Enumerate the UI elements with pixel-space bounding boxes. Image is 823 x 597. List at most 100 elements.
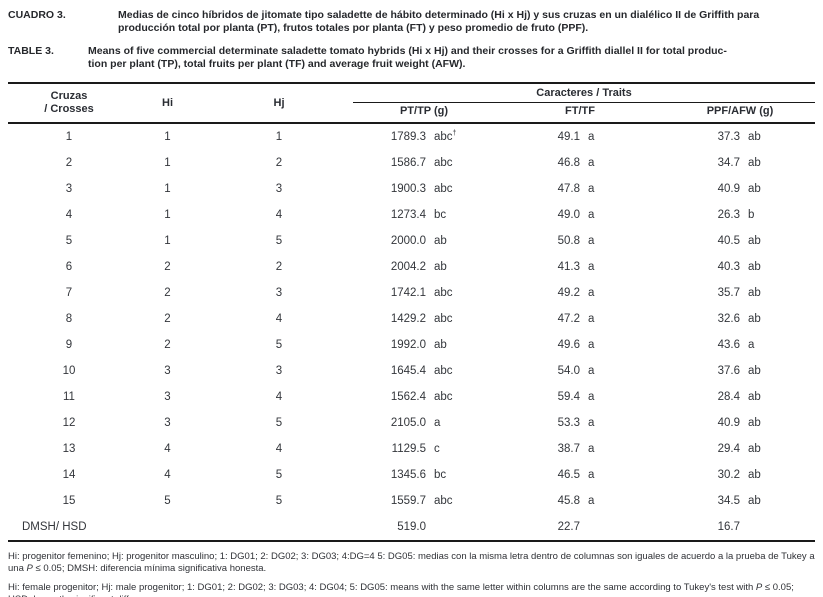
table-body: 1 1 1 1789.3 abc† 49.1 a 37.3 ab 2 1 2 1586… <box>8 123 815 514</box>
header-ppf: PPF/AFW (g) <box>665 102 815 124</box>
pt-cell: 1789.3 abc† <box>390 130 457 143</box>
footnote-english-text2: ≤ 0.05; HSD: honestly significant differ… <box>8 582 794 597</box>
pt-cell: 1345.6 bc <box>390 469 447 481</box>
ft-cell: 49.2 a <box>557 287 595 299</box>
ppf-cell: 40.5 ab <box>717 235 761 247</box>
ft-cell: 53.3 a <box>557 417 595 429</box>
p-symbol: P <box>755 582 763 593</box>
ppf-cell: 37.3 ab <box>717 131 761 143</box>
header-crosses: Cruzas / Crosses <box>8 82 130 124</box>
hi-cell: 1 <box>164 157 171 169</box>
footnote-marker: † <box>452 130 457 138</box>
ft-cell: 49.1 a <box>557 131 595 143</box>
hj-cell: 3 <box>275 365 283 377</box>
cross-cell: 12 <box>62 417 76 429</box>
hi-cell: 2 <box>164 287 171 299</box>
ppf-cell: 34.7 ab <box>717 157 761 169</box>
hsd-label: DMSH/ HSD <box>8 514 353 542</box>
ppf-cell: 40.3 ab <box>717 261 761 273</box>
footnote-spanish: Hi: progenitor femenino; Hj: progenitor … <box>8 551 815 575</box>
ppf-cell: 43.6 a <box>717 339 755 351</box>
table-row: 6 2 2 2004.2 ab 41.3 a 40.3 ab <box>8 254 815 280</box>
table-row: 4 1 4 1273.4 bc 49.0 a 26.3 b <box>8 202 815 228</box>
pt-cell: 2004.2 ab <box>390 261 447 273</box>
caption-spanish-body: Medias de cinco híbridos de jitomate tip… <box>118 9 815 35</box>
ppf-cell: 29.4 ab <box>717 443 761 455</box>
hj-cell: 5 <box>275 417 283 429</box>
ppf-cell: 37.6 ab <box>717 365 761 377</box>
hj-cell: 2 <box>275 157 283 169</box>
ppf-cell: 26.3 b <box>717 209 755 221</box>
ft-cell: 38.7 a <box>557 443 595 455</box>
pt-cell: 1429.2 abc <box>390 313 453 325</box>
hj-cell: 5 <box>275 235 283 247</box>
ft-cell: 54.0 a <box>557 365 595 377</box>
ft-cell: 50.8 a <box>557 235 595 247</box>
cross-cell: 9 <box>65 339 73 351</box>
hi-cell: 1 <box>164 131 171 143</box>
hi-cell: 4 <box>164 469 171 481</box>
caption-spanish: CUADRO 3. Medias de cinco híbridos de ji… <box>8 0 815 35</box>
table-row: 9 2 5 1992.0 ab 49.6 a 43.6 a <box>8 332 815 358</box>
cross-cell: 5 <box>65 235 73 247</box>
header-crosses-line2: / Crosses <box>44 103 94 115</box>
hj-cell: 4 <box>275 209 283 221</box>
caption-spanish-label: CUADRO 3. <box>8 9 66 21</box>
caption-spanish-line2: producción total por planta (PT), frutos… <box>118 22 589 34</box>
ft-cell: 46.5 a <box>557 469 595 481</box>
hsd-row: DMSH/ HSD 519.0 22.7 16.7 <box>8 514 815 542</box>
table-row: 12 3 5 2105.0 a 53.3 a 40.9 ab <box>8 410 815 436</box>
pt-cell: 1562.4 abc <box>390 391 453 403</box>
hi-cell: 2 <box>164 313 171 325</box>
cross-cell: 2 <box>65 157 73 169</box>
caption-english-line2: tion per plant (TP), total fruits per pl… <box>88 58 466 70</box>
caption-english: TABLE 3. Means of five commercial determ… <box>8 35 815 71</box>
hi-cell: 3 <box>164 417 171 429</box>
cross-cell: 10 <box>62 365 76 377</box>
caption-english-label: TABLE 3. <box>8 45 54 57</box>
header-hj: Hj <box>205 82 353 124</box>
results-table: Cruzas / Crosses Hi Hj Caracteres / Trai… <box>8 82 815 542</box>
ft-cell: 59.4 a <box>557 391 595 403</box>
hi-cell: 1 <box>164 183 171 195</box>
pt-cell: 1742.1 abc <box>390 287 453 299</box>
pt-cell: 1992.0 ab <box>390 339 447 351</box>
pt-cell: 1645.4 abc <box>390 365 453 377</box>
table-row: 14 4 5 1345.6 bc 46.5 a 30.2 ab <box>8 462 815 488</box>
caption-english-body: Means of five commercial determinate sal… <box>88 45 815 71</box>
hsd-ft-cell: 22.7 <box>495 514 665 542</box>
hj-cell: 5 <box>275 469 283 481</box>
pt-cell: 1900.3 abc <box>390 183 453 195</box>
ppf-cell: 35.7 ab <box>717 287 761 299</box>
header-traits-group: Caracteres / Traits <box>353 82 815 103</box>
ft-cell: 41.3 a <box>557 261 595 273</box>
ft-cell: 46.8 a <box>557 157 595 169</box>
hi-cell: 4 <box>164 443 171 455</box>
hi-cell: 1 <box>164 235 171 247</box>
hj-cell: 5 <box>275 495 283 507</box>
table-row: 11 3 4 1562.4 abc 59.4 a 28.4 ab <box>8 384 815 410</box>
ppf-cell: 40.9 ab <box>717 417 761 429</box>
pt-cell: 2105.0 a <box>390 417 441 429</box>
hj-cell: 4 <box>275 443 283 455</box>
hj-cell: 3 <box>275 183 283 195</box>
table-header: Cruzas / Crosses Hi Hj Caracteres / Trai… <box>8 82 815 124</box>
hi-cell: 1 <box>164 209 171 221</box>
hsd-ppf-cell: 16.7 <box>665 514 815 542</box>
cross-cell: 13 <box>62 443 76 455</box>
header-ft: FT/TF <box>495 102 665 124</box>
hi-cell: 3 <box>164 391 171 403</box>
ft-cell: 49.6 a <box>557 339 595 351</box>
footnote-english: Hi: female progenitor; Hj: male progenit… <box>8 582 815 597</box>
ppf-cell: 30.2 ab <box>717 469 761 481</box>
header-crosses-line1: Cruzas <box>50 90 88 102</box>
footnote-spanish-text1: Hi: progenitor femenino; Hj: progenitor … <box>8 551 815 574</box>
cross-cell: 14 <box>62 469 76 481</box>
table-row: 8 2 4 1429.2 abc 47.2 a 32.6 ab <box>8 306 815 332</box>
pt-cell: 1559.7 abc <box>390 495 453 507</box>
cross-cell: 3 <box>65 183 73 195</box>
table-row: 7 2 3 1742.1 abc 49.2 a 35.7 ab <box>8 280 815 306</box>
ppf-cell: 40.9 ab <box>717 183 761 195</box>
hi-cell: 5 <box>164 495 171 507</box>
cross-cell: 11 <box>63 391 75 403</box>
